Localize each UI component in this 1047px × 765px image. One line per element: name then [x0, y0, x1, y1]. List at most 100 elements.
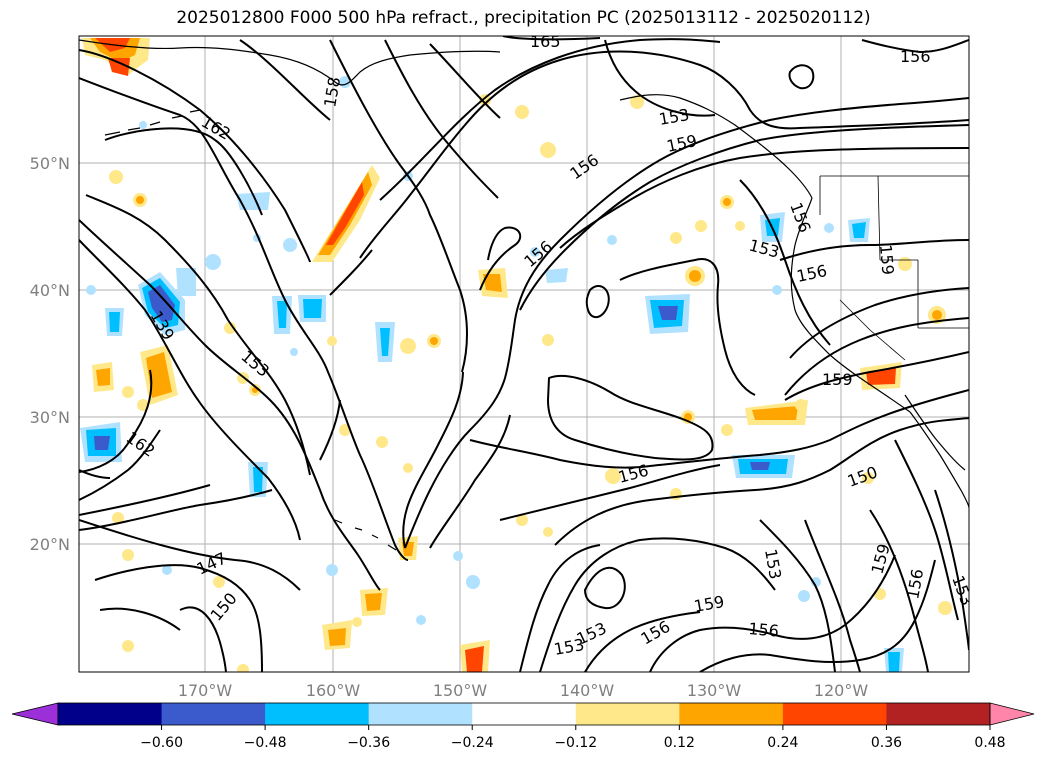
- shade-positive: [483, 274, 502, 292]
- contour-line: [539, 537, 776, 672]
- shade-negative: [277, 301, 287, 328]
- shade-negative: [303, 299, 322, 318]
- shade-positive: [752, 406, 798, 420]
- contour-line: [329, 249, 373, 296]
- shade-positive: [721, 424, 733, 436]
- colorbar-border: [57, 702, 991, 726]
- contour-line: [759, 519, 836, 672]
- shade-negative: [888, 652, 900, 672]
- contour-line: [479, 226, 522, 291]
- shade-negative: [798, 590, 810, 602]
- shade-positive: [403, 463, 413, 473]
- colorbar-extend-min: [11, 702, 59, 726]
- shade-negative: [162, 565, 172, 575]
- contour-line: [869, 509, 929, 672]
- contour-line: [584, 611, 701, 672]
- shade-positive: [365, 593, 382, 611]
- colorbar-bands: [11, 702, 1035, 726]
- lon-label: 120°W: [814, 681, 869, 700]
- contour-line: [519, 544, 601, 672]
- contour-line: [779, 239, 969, 261]
- lat-label: 30°N: [30, 408, 70, 427]
- contour-line: [79, 239, 301, 541]
- colorbar-band: [679, 703, 784, 725]
- colorbar-band: [575, 703, 680, 725]
- shade-positive: [862, 472, 874, 484]
- shade-positive: [695, 220, 707, 232]
- contour-line: [619, 258, 756, 396]
- shade-positive: [213, 576, 225, 588]
- shade-negative: [416, 615, 426, 625]
- shade-positive: [137, 399, 149, 411]
- contour-label: 156: [748, 619, 780, 641]
- contour-line: [559, 147, 969, 249]
- shade-positive: [112, 512, 124, 524]
- shade-negative: [380, 328, 390, 356]
- lat-label: 20°N: [30, 535, 70, 554]
- shade-positive: [352, 617, 362, 627]
- lon-label: 140°W: [560, 681, 615, 700]
- colorbar-band: [472, 703, 577, 725]
- shade-positive: [723, 198, 731, 206]
- colorbar-tick-label: 0.48: [974, 735, 1005, 751]
- contour-line: [402, 371, 464, 549]
- shade-negative: [811, 577, 821, 587]
- contour-line: [239, 39, 331, 121]
- contour-line: [649, 554, 896, 672]
- shade-positive: [224, 322, 236, 334]
- shade-positive: [328, 628, 346, 646]
- shade-positive: [795, 399, 807, 411]
- lon-label: 150°W: [433, 681, 488, 700]
- shade-positive: [932, 310, 942, 320]
- shade-positive: [898, 257, 912, 271]
- contour-line: [584, 566, 626, 610]
- shade-positive: [108, 58, 130, 76]
- shade-positive: [237, 664, 249, 672]
- contour-line: [894, 439, 959, 621]
- colorbar-band: [782, 703, 887, 725]
- lat-label: 40°N: [30, 281, 70, 300]
- shade-positive: [430, 337, 438, 345]
- contour-line: [784, 351, 969, 401]
- contour-line: [739, 179, 831, 346]
- contour-line: [804, 519, 861, 672]
- contour-line: [79, 429, 161, 501]
- colorbar-band: [265, 703, 370, 725]
- contour-line: [79, 469, 111, 479]
- shade-negative: [283, 238, 297, 252]
- contour-line: [502, 36, 601, 41]
- colorbar-tick-label: −0.48: [244, 735, 287, 751]
- shade-positive: [543, 527, 553, 537]
- aleutian-islands: [104, 109, 201, 136]
- shade-positive: [109, 170, 123, 184]
- shade-positive: [516, 514, 528, 526]
- bc-coast: [790, 197, 911, 413]
- lon-label: 160°W: [306, 681, 361, 700]
- shade-negative: [176, 268, 196, 296]
- contour-line: [79, 219, 381, 591]
- contour-line: [429, 414, 511, 549]
- contour-line: [469, 389, 969, 469]
- contour-label: 159: [822, 370, 853, 389]
- shade-positive: [136, 196, 144, 204]
- shade-negative: [658, 306, 678, 320]
- shade-positive: [96, 368, 110, 386]
- colorbar-tick-label: 0.24: [767, 735, 798, 751]
- shade-positive: [479, 94, 491, 106]
- map-title: 2025012800 F000 500 hPa refract., precip…: [176, 8, 871, 28]
- alaska-coast: [79, 39, 501, 86]
- shade-negative: [109, 312, 120, 332]
- contour-line: [79, 49, 311, 263]
- shade-positive: [327, 336, 337, 346]
- contour-line: [604, 39, 716, 117]
- contour-line: [499, 464, 721, 521]
- contour-line: [519, 124, 969, 311]
- contour-line: [79, 519, 301, 591]
- contour-line: [79, 489, 273, 531]
- contour-line: [699, 559, 936, 672]
- contour-line: [379, 38, 721, 201]
- lon-label: 130°W: [687, 681, 742, 700]
- shade-negative: [530, 247, 540, 257]
- contour-line: [861, 39, 969, 53]
